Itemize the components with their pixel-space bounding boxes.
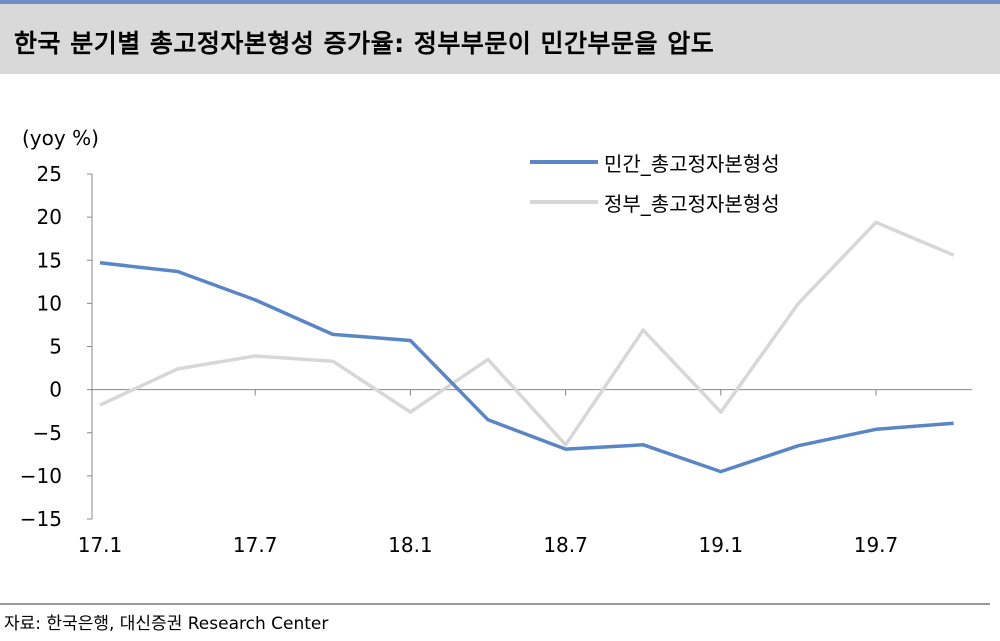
x-tick-label: 19.1 bbox=[699, 533, 744, 557]
x-tick-label: 19.7 bbox=[854, 533, 899, 557]
x-tick-label: 18.1 bbox=[388, 533, 433, 557]
y-tick-label: 0 bbox=[49, 378, 62, 402]
source-note: 자료: 한국은행, 대신증권 Research Center bbox=[4, 614, 329, 634]
x-tick-label: 17.7 bbox=[233, 533, 278, 557]
y-tick-label: 10 bbox=[37, 291, 62, 315]
y-axis-unit-label: (yoy %) bbox=[22, 126, 99, 150]
y-tick-label: 15 bbox=[37, 248, 62, 272]
y-tick-label: 20 bbox=[37, 205, 62, 229]
top-accent-rule bbox=[0, 0, 1000, 4]
y-tick-label: 25 bbox=[37, 162, 62, 186]
bottom-divider bbox=[0, 603, 990, 605]
x-tick-label: 18.7 bbox=[543, 533, 588, 557]
series-line bbox=[99, 261, 954, 474]
y-tick-label: 5 bbox=[49, 335, 62, 359]
legend-label: 민간_총고정자본형성 bbox=[604, 151, 780, 176]
x-tick-label: 17.1 bbox=[78, 533, 123, 557]
y-tick-label: −15 bbox=[20, 507, 62, 531]
series-line bbox=[99, 220, 955, 447]
chart-title: 한국 분기별 총고정자본형성 증가율: 정부부문이 민간부문을 압도 bbox=[14, 29, 715, 58]
legend-item: 민간_총고정자본형성 bbox=[530, 142, 780, 182]
line-chart: 25 20 15 10 5 0 −5 −10 −15 17.1 17.7 18.1 18.7 19.1 19… bbox=[20, 162, 972, 557]
legend-label: 정부_총고정자본형성 bbox=[604, 191, 780, 216]
title-bar: 한국 분기별 총고정자본형성 증가율: 정부부문이 민간부문을 압도 bbox=[0, 4, 1000, 74]
legend-swatch bbox=[530, 200, 598, 204]
y-tick-label: −5 bbox=[33, 421, 62, 445]
legend-item: 정부_총고정자본형성 bbox=[530, 182, 780, 222]
chart-area: 25 20 15 10 5 0 −5 −10 −15 17.1 17.7 18.1 18.7 19.1 19… bbox=[0, 74, 1000, 604]
legend-swatch bbox=[530, 160, 598, 164]
y-tick-label: −10 bbox=[20, 464, 62, 488]
